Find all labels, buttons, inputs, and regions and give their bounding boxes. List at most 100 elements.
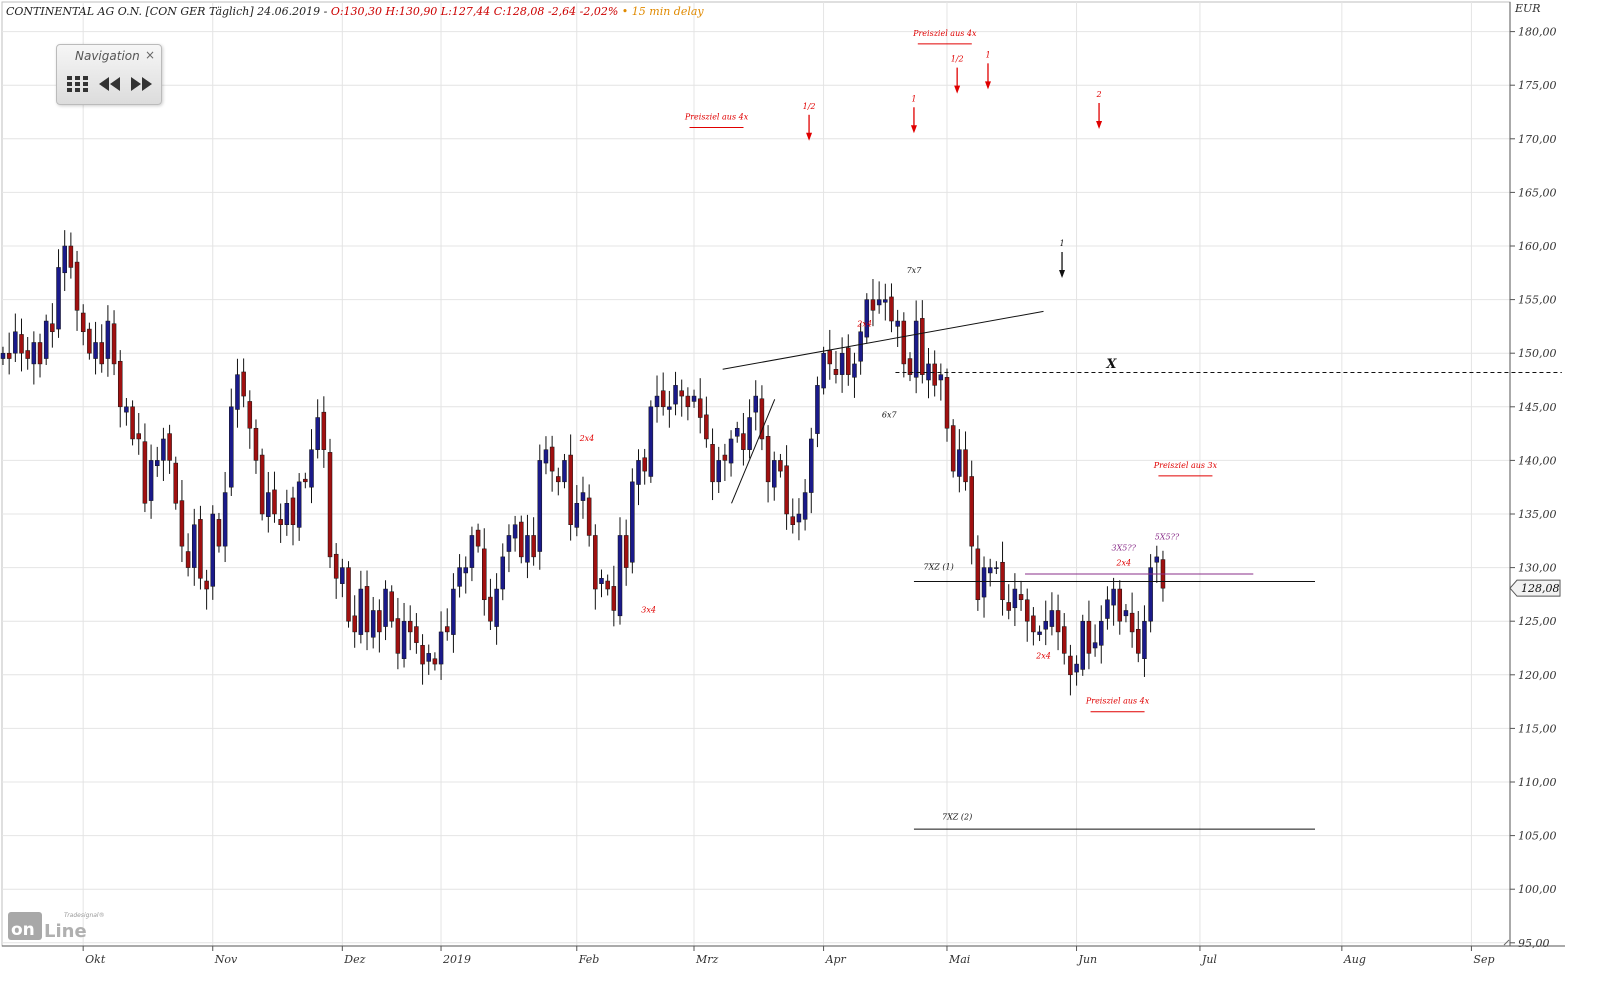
annotation-label: 5X5?? [1155, 533, 1180, 542]
candle-body [1068, 655, 1073, 676]
candle-body [660, 390, 666, 408]
candle-body [488, 596, 493, 622]
candle-body [389, 591, 394, 622]
x-tick-label: Nov [214, 953, 238, 966]
candle-body [950, 425, 956, 472]
close-icon[interactable]: × [144, 48, 155, 62]
candle-body [420, 645, 425, 665]
candle-body [827, 350, 833, 365]
candle-body [364, 586, 370, 633]
candle-body [839, 352, 845, 375]
candle-body [938, 374, 944, 381]
candle-body [975, 548, 981, 601]
candle-body [494, 588, 499, 627]
y-tick-label: 165,00 [1518, 186, 1557, 199]
candle-body [580, 492, 586, 501]
candle-body [586, 497, 592, 536]
candle-body [68, 245, 74, 268]
candle-body [179, 500, 185, 547]
candle-body [1142, 620, 1147, 659]
candle-body [543, 449, 549, 464]
candle-body [74, 261, 80, 311]
candle-body [327, 452, 333, 558]
candle-body [500, 556, 506, 590]
candle-body [1012, 588, 1018, 609]
x-tick-label: Okt [85, 953, 106, 966]
candle-body [333, 553, 339, 579]
candle-body [1148, 567, 1153, 622]
candle-body [1105, 599, 1110, 619]
rewind-icon[interactable] [98, 75, 122, 93]
candle-body [987, 567, 993, 574]
resize-corner [1503, 939, 1510, 946]
candle-body [926, 363, 931, 381]
candle-body [1061, 626, 1067, 654]
candle-body [6, 352, 12, 359]
candle-body [475, 529, 481, 547]
candle-body [19, 334, 24, 354]
candle-body [765, 436, 771, 483]
candle-body [648, 406, 654, 477]
y-tick-label: 115,00 [1518, 722, 1557, 735]
candle-body [667, 406, 672, 410]
candle-body [1099, 620, 1104, 646]
candle-body [284, 503, 290, 525]
candle-body [80, 312, 86, 333]
fast-forward-icon[interactable] [129, 75, 153, 93]
candle-body [815, 385, 820, 434]
x-tick-label: Sep [1473, 953, 1494, 966]
x-tick-label: Jun [1077, 953, 1098, 966]
y-tick-label: 95,00 [1518, 937, 1550, 950]
candle-body [266, 492, 271, 517]
candle-body [192, 524, 197, 568]
arrow-head [1059, 270, 1066, 278]
x-tick-label: Feb [578, 953, 600, 966]
candle-body [43, 320, 49, 359]
candle-body [605, 580, 610, 590]
candle-body [734, 427, 740, 437]
annotation-label: 7XZ (2) [942, 813, 972, 822]
x-tick-label: Mrz [695, 953, 719, 966]
candle-body [426, 653, 431, 662]
annotation-label: X [1105, 357, 1117, 372]
y-tick-label: 130,00 [1518, 562, 1557, 575]
y-tick-label: 160,00 [1518, 240, 1557, 253]
candle-body [1111, 588, 1116, 606]
plot-frame [1, 1, 1511, 947]
navigation-panel[interactable]: Navigation × [56, 44, 162, 105]
grid-icon[interactable] [67, 75, 89, 93]
y-tick-label: 125,00 [1518, 615, 1557, 628]
candle-body [901, 320, 907, 365]
candle-body [309, 449, 314, 488]
annotation-label: 1 [911, 94, 916, 103]
candle-body [593, 535, 598, 590]
candle-body [802, 492, 808, 520]
candle-body [809, 438, 814, 493]
candle-body [537, 460, 543, 552]
candle-body [438, 631, 444, 665]
candle-body [13, 331, 18, 354]
annotation-label: 1 [1059, 239, 1064, 248]
candle-body [568, 454, 573, 525]
candle-body [117, 360, 123, 408]
candle-body [679, 390, 684, 397]
arrow-head [954, 85, 961, 94]
candle-body [1080, 620, 1085, 670]
candle-body [414, 626, 419, 643]
annotation-label: 7XZ (1) [924, 563, 954, 572]
candle-body [574, 503, 580, 528]
candle-body [691, 395, 697, 402]
candle-body [210, 513, 216, 587]
candle-body [1092, 642, 1098, 649]
candle-body [876, 299, 882, 306]
candle-body [204, 580, 209, 590]
candle-body [599, 578, 604, 584]
y-tick-label: 105,00 [1518, 830, 1557, 843]
annotation-label: 2x4 [1115, 558, 1131, 567]
x-tick-label: Jul [1200, 953, 1217, 966]
candle-body [747, 417, 752, 450]
candle-body [31, 342, 37, 365]
candle-body [1006, 602, 1011, 611]
svg-text:on: on [11, 920, 35, 940]
